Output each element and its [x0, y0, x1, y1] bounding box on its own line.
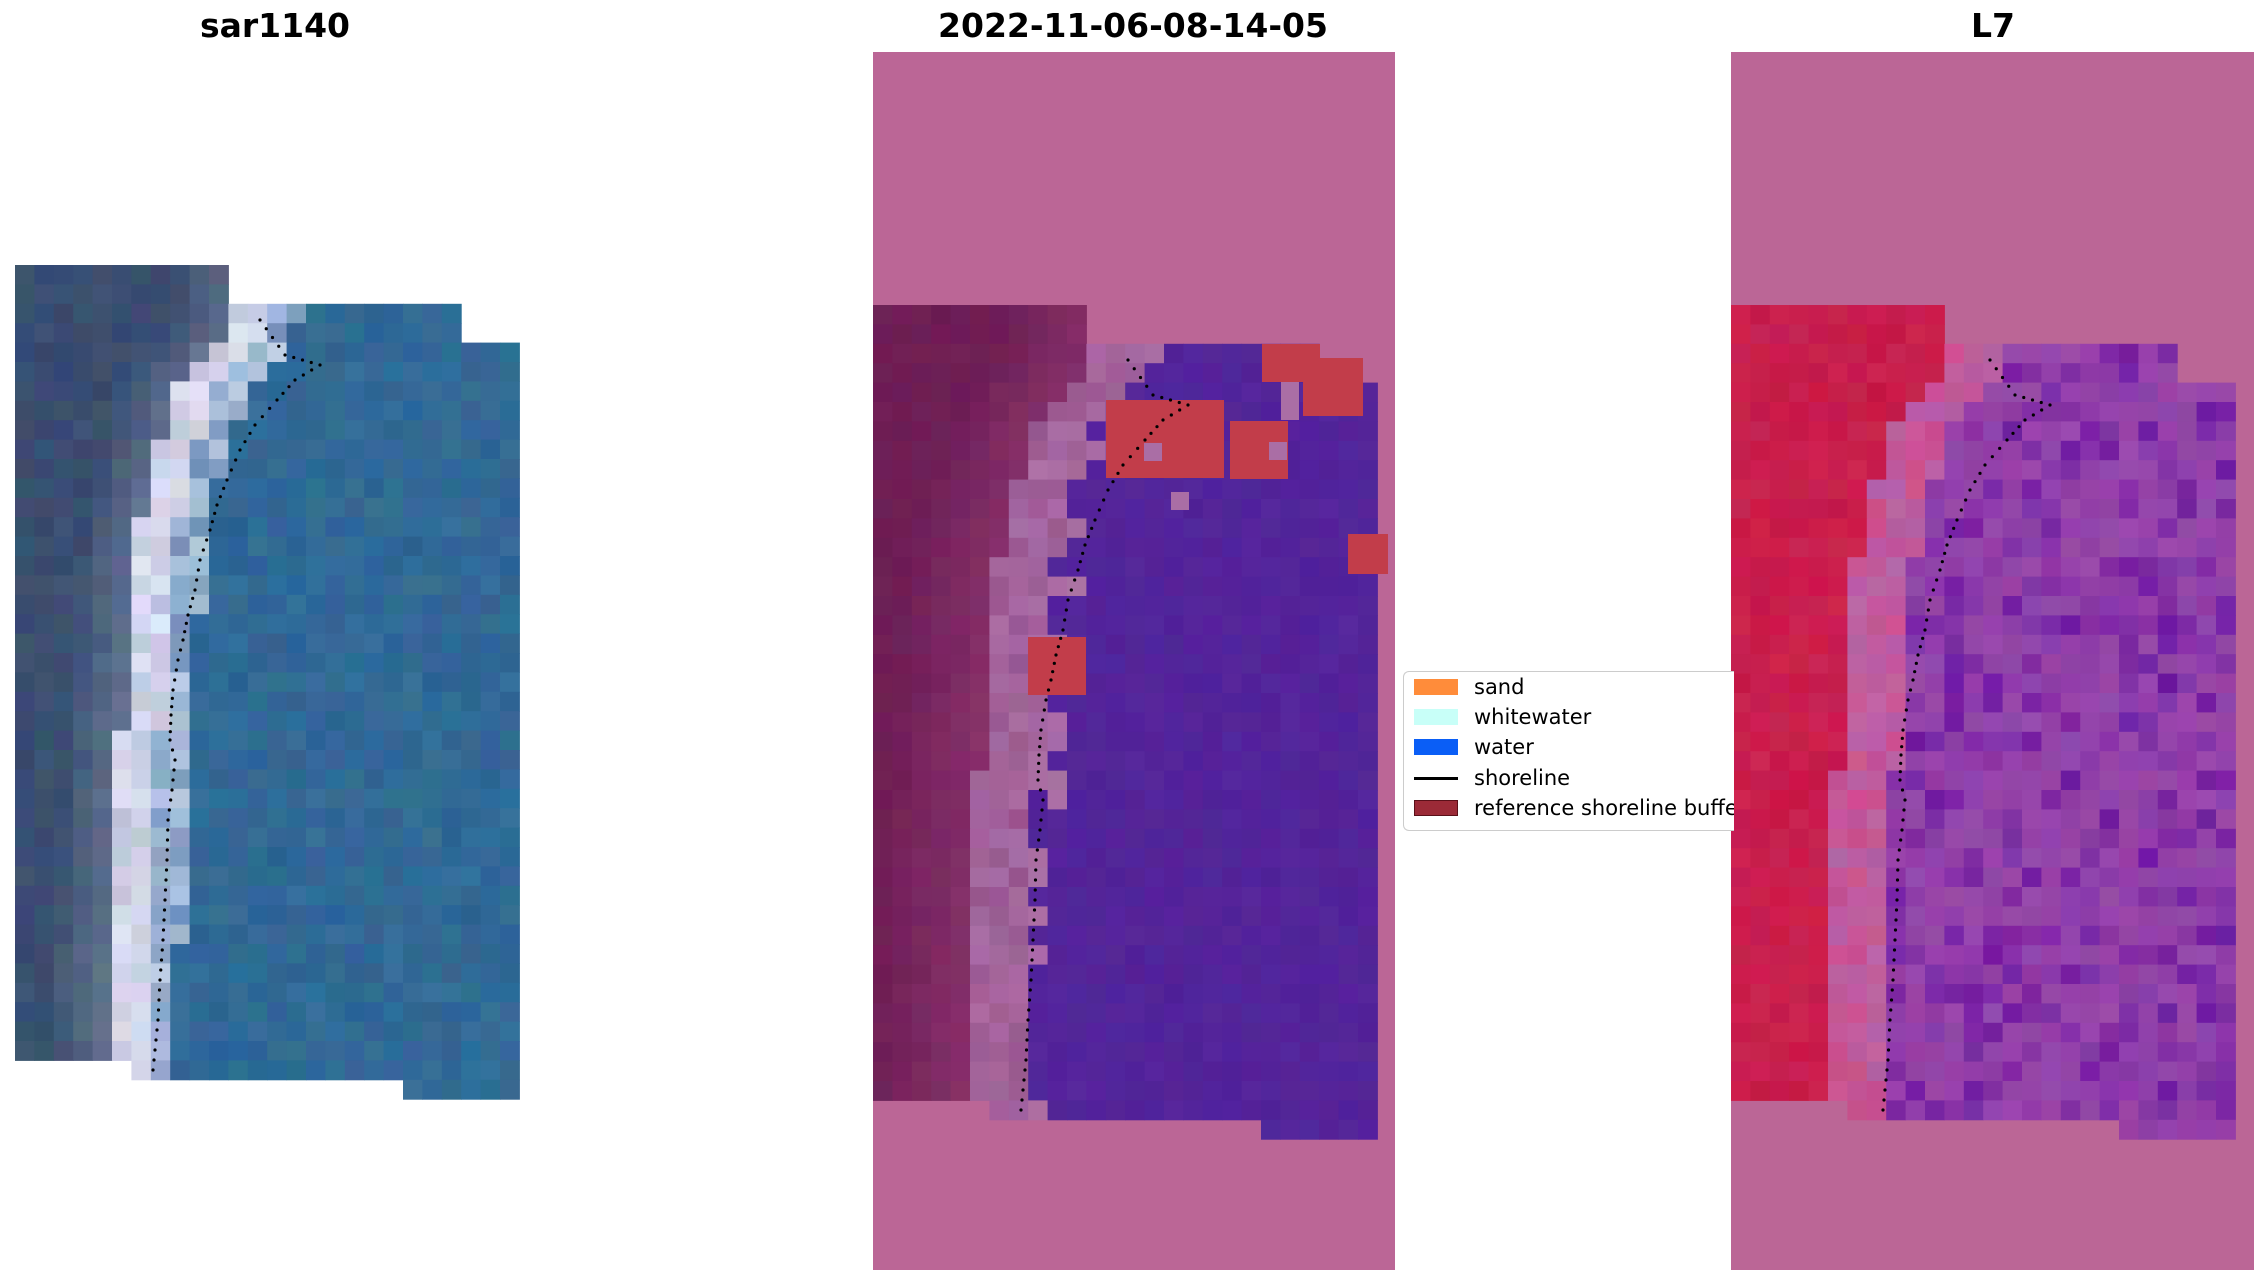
legend-item-sand: sand	[1414, 672, 1524, 702]
legend-item-reference-buffer: reference shoreline buffe	[1414, 793, 1734, 823]
legend-item-whitewater: whitewater	[1414, 702, 1591, 732]
reference-buffer-swatch	[1414, 800, 1458, 816]
legend-label-sand: sand	[1474, 675, 1525, 699]
panel-title-rgb: sar1140	[199, 6, 351, 45]
legend: sand whitewater water shoreline referenc…	[1403, 671, 1734, 831]
legend-item-water: water	[1414, 732, 1534, 762]
shoreline-points	[1881, 358, 2052, 1112]
legend-label-shoreline: shoreline	[1474, 766, 1571, 790]
index-image-panel	[1731, 52, 2254, 1270]
classification-image	[873, 52, 1395, 1270]
sand-swatch	[1414, 679, 1458, 695]
whitewater-swatch	[1414, 709, 1458, 725]
panel-title-classification: 2022-11-06-08-14-05	[938, 6, 1328, 45]
shoreline-points	[1019, 358, 1190, 1112]
legend-item-shoreline: shoreline	[1414, 763, 1570, 793]
legend-label-reference-buffer: reference shoreline buffe	[1474, 796, 1734, 820]
shoreline-line-swatch	[1414, 776, 1458, 780]
shoreline-points	[151, 318, 322, 1072]
water-swatch	[1414, 739, 1458, 755]
classification-panel	[873, 52, 1395, 1270]
index-image	[1731, 52, 2254, 1270]
rgb-image	[15, 265, 520, 1100]
legend-label-whitewater: whitewater	[1474, 705, 1592, 729]
rgb-image-panel	[0, 40, 540, 1280]
legend-label-water: water	[1474, 735, 1534, 759]
panel-title-index: L7	[1971, 6, 2015, 45]
